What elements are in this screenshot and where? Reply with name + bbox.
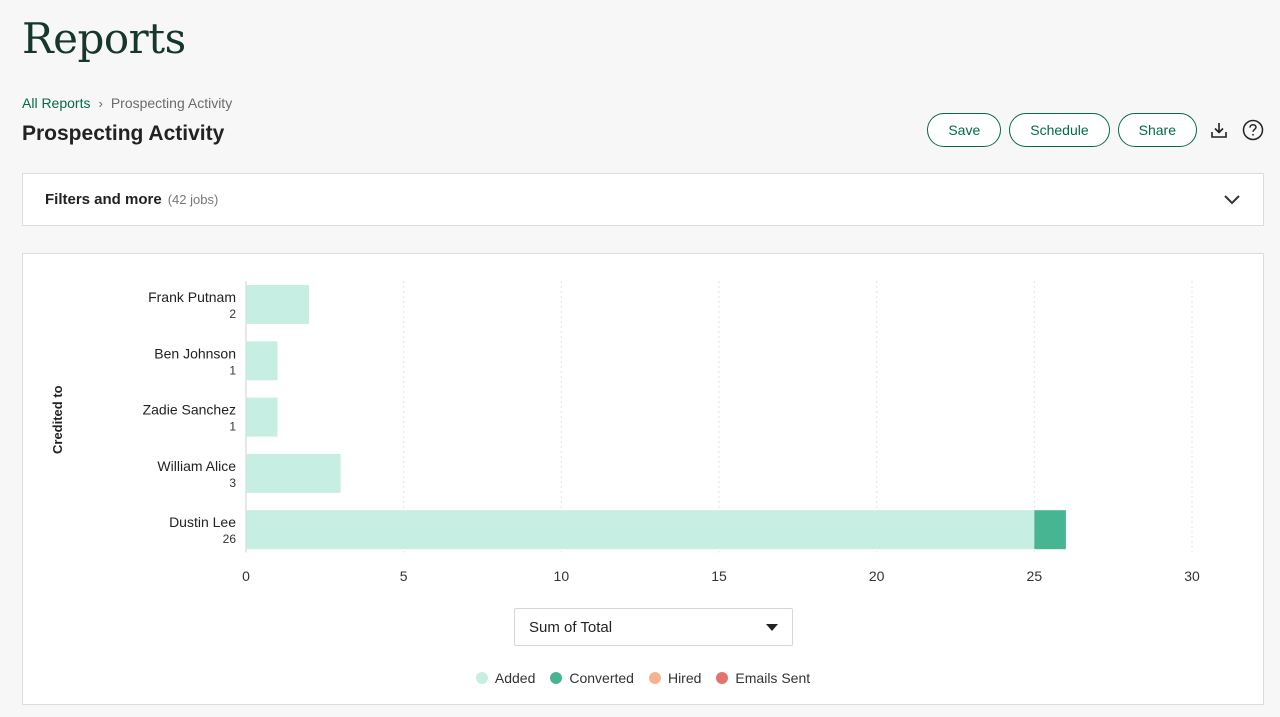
legend-dot-converted (550, 672, 563, 684)
legend-item-hired[interactable]: Hired (648, 670, 702, 686)
category-total-label: 3 (229, 476, 236, 490)
filters-panel-toggle[interactable]: Filters and more (42 jobs) (22, 173, 1264, 226)
schedule-button[interactable]: Schedule (1009, 113, 1110, 147)
x-tick-label: 20 (869, 568, 885, 584)
bar-william-alice-added (246, 453, 341, 493)
breadcrumb-current: Prospecting Activity (110, 95, 233, 111)
filters-job-count: (42 jobs) (167, 192, 219, 207)
chart-legend: Added Converted Hired Emails Sent (23, 670, 1263, 686)
page-title: Reports (22, 14, 186, 63)
legend-label-emails-sent: Emails Sent (735, 670, 811, 686)
legend-label-added: Added (494, 670, 536, 686)
bar-dustin-lee-added (246, 510, 1035, 550)
x-tick-label: 15 (711, 568, 727, 584)
category-total-label: 1 (229, 420, 236, 434)
chart-card: Credited to Frank Putnam 2 Ben Johnson 1 Zad… (22, 253, 1264, 705)
breadcrumb-all-reports-link[interactable]: All Reports (22, 95, 91, 111)
legend-item-emails-sent[interactable]: Emails Sent (716, 670, 810, 686)
chevron-right-icon: › (98, 95, 103, 111)
chevron-down-icon (1224, 194, 1240, 204)
bar-frank-putnam-added (246, 285, 310, 324)
report-title: Prospecting Activity (22, 122, 225, 145)
share-button[interactable]: Share (1117, 113, 1197, 147)
category-label: Ben Johnson (154, 345, 236, 361)
report-actions: Save Schedule Share (927, 113, 1265, 147)
help-icon[interactable] (1241, 118, 1265, 142)
bar-zadie-sanchez-added (246, 397, 278, 437)
category-label: William Alice (157, 458, 236, 474)
x-tick-label: 25 (1027, 568, 1043, 584)
legend-item-converted[interactable]: Converted (550, 670, 634, 686)
x-tick-label: 10 (554, 568, 570, 584)
category-total-label: 1 (229, 363, 236, 377)
category-label: Dustin Lee (169, 514, 236, 530)
legend-item-added[interactable]: Added (475, 670, 536, 686)
x-tick-label: 5 (400, 568, 408, 584)
legend-dot-added (475, 672, 488, 684)
category-total-label: 26 (223, 532, 237, 546)
category-total-label: 2 (229, 307, 236, 321)
caret-down-icon (766, 623, 778, 631)
x-tick-label: 30 (1184, 568, 1200, 584)
filters-title: Filters and more (45, 191, 162, 208)
measure-select-value: Sum of Total (529, 618, 613, 636)
legend-label-hired: Hired (667, 670, 702, 686)
bar-ben-johnson-added (246, 341, 278, 381)
measure-select[interactable]: Sum of Total (514, 608, 793, 646)
bar-dustin-lee-converted (1034, 510, 1066, 550)
bar-chart: Frank Putnam 2 Ben Johnson 1 Zadie Sanchez 1 W… (143, 281, 1200, 584)
breadcrumb: All Reports › Prospecting Activity (22, 95, 232, 111)
legend-dot-hired (648, 672, 661, 684)
legend-dot-emails-sent (716, 672, 729, 684)
x-tick-label: 0 (242, 568, 250, 584)
category-label: Frank Putnam (148, 289, 236, 305)
download-icon[interactable] (1207, 118, 1231, 142)
legend-label-converted: Converted (569, 670, 634, 686)
category-label: Zadie Sanchez (143, 402, 236, 418)
save-button[interactable]: Save (927, 113, 1002, 147)
